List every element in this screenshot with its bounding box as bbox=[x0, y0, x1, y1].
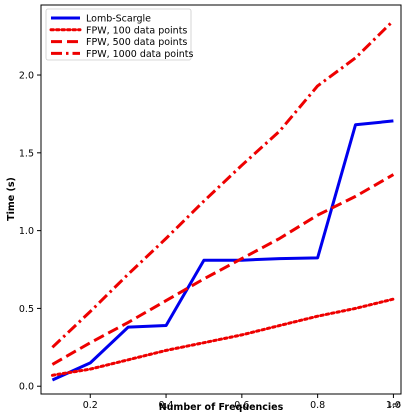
legend-entry-label: FPW, 1000 data points bbox=[86, 49, 193, 60]
series-line-3 bbox=[51, 173, 395, 366]
legend-entry-label: FPW, 500 data points bbox=[86, 37, 187, 48]
x-axis-label: Number of Frequencies bbox=[159, 402, 284, 413]
x-tick-label: 0.8 bbox=[310, 400, 325, 411]
plot-area bbox=[40, 4, 402, 395]
series-layer bbox=[50, 19, 395, 382]
y-tick-label: 1.5 bbox=[19, 148, 34, 159]
x-tick-label: 1.0 bbox=[386, 400, 401, 411]
legend-entry-label: FPW, 100 data points bbox=[86, 25, 187, 36]
tick-layer: 0.2 0.4 0.6 0.8 1.0 0.0 0.5 1.0 1.5 2.0 bbox=[19, 71, 401, 411]
series-line-1 bbox=[51, 119, 394, 382]
y-tick-label: 2.0 bbox=[19, 71, 34, 82]
x-offset-label: 1e6 bbox=[388, 401, 402, 409]
x-tick-label: 0.2 bbox=[83, 400, 98, 411]
series-line-2 bbox=[50, 297, 395, 377]
y-tick-label: 1.0 bbox=[19, 226, 34, 237]
x-tick-label: 0.4 bbox=[158, 400, 173, 411]
series-line-4 bbox=[51, 19, 395, 349]
y-tick-label: 0.0 bbox=[19, 382, 34, 393]
x-tick-label: 0.6 bbox=[234, 400, 249, 411]
legend-entry-label: Lomb-Scargle bbox=[86, 14, 151, 25]
y-tick-label: 0.5 bbox=[19, 304, 34, 315]
y-axis-label: Time (s) bbox=[6, 177, 17, 221]
legend-box bbox=[45, 8, 192, 61]
